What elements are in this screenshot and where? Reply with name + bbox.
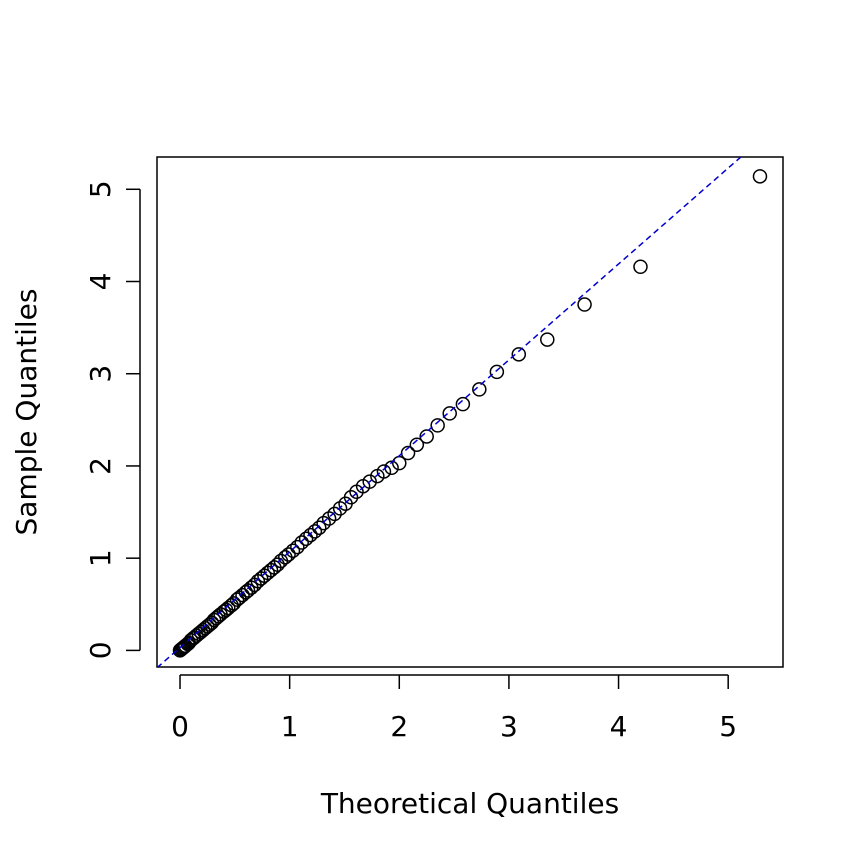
point	[633, 259, 648, 274]
point	[577, 297, 592, 312]
point	[278, 550, 293, 565]
point	[332, 501, 348, 516]
x-tick-label: 4	[610, 710, 628, 743]
point	[177, 639, 192, 654]
x-axis-title: Theoretical Quantiles	[320, 787, 619, 820]
point	[307, 524, 323, 539]
point	[409, 437, 425, 452]
point	[303, 527, 318, 543]
reference-line	[157, 157, 742, 667]
point	[294, 535, 309, 550]
x-tick-label: 5	[719, 710, 737, 743]
point	[489, 364, 505, 380]
point	[173, 642, 189, 657]
point	[349, 484, 364, 500]
point	[455, 396, 471, 412]
y-tick-label: 4	[84, 273, 117, 291]
point	[312, 520, 327, 535]
point	[290, 539, 305, 555]
point	[419, 429, 434, 444]
y-tick-label: 3	[84, 365, 117, 383]
point	[430, 418, 445, 433]
point	[392, 455, 407, 471]
point	[298, 531, 314, 547]
y-axis-title: Sample Quantiles	[10, 289, 43, 536]
point	[540, 332, 555, 347]
x-tick-label: 0	[171, 710, 189, 743]
y-tick-label: 2	[84, 457, 117, 475]
point	[185, 631, 201, 646]
point	[442, 406, 457, 421]
y-tick-label: 5	[84, 180, 117, 198]
y-tick-label: 0	[84, 641, 117, 659]
point	[316, 515, 331, 531]
y-tick-label: 1	[84, 549, 117, 567]
x-tick-label: 3	[500, 710, 518, 743]
point	[231, 590, 247, 606]
x-tick-label: 2	[390, 710, 408, 743]
point	[174, 641, 190, 656]
point	[752, 169, 768, 184]
point	[511, 347, 527, 362]
point	[370, 468, 385, 484]
point	[176, 640, 191, 655]
plot-frame	[156, 156, 784, 668]
point	[172, 643, 188, 658]
x-tick-label: 1	[281, 710, 299, 743]
point	[472, 382, 487, 397]
point	[229, 592, 245, 607]
